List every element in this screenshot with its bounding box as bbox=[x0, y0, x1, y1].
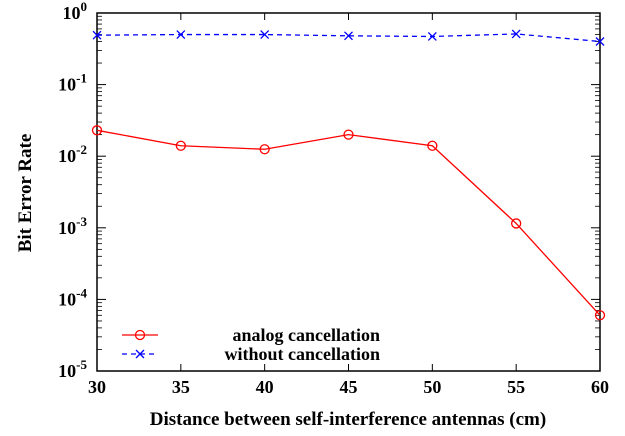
x-tick-labels: 30 35 40 45 50 55 60 bbox=[88, 377, 609, 397]
x-marker bbox=[344, 31, 353, 41]
circle-marker bbox=[511, 218, 522, 229]
circle-marker bbox=[259, 144, 270, 155]
circle-marker bbox=[343, 129, 354, 140]
x-marker bbox=[260, 30, 270, 40]
axis-ticks bbox=[96, 12, 601, 372]
analog-cancellation-line bbox=[96, 129, 601, 316]
x-marker bbox=[427, 32, 437, 41]
y-tick-label: 100 bbox=[63, 0, 88, 23]
x-marker bbox=[595, 37, 605, 46]
circle-marker bbox=[175, 140, 186, 151]
x-tick-label: 35 bbox=[172, 377, 190, 397]
circle-marker bbox=[134, 329, 146, 341]
circle-marker bbox=[427, 140, 438, 151]
legend-label: analog cancellation bbox=[233, 325, 381, 345]
y-tick-labels: 10-5 10-4 10-3 10-2 10-1 100 bbox=[58, 0, 87, 381]
y-tick-label: 10-2 bbox=[58, 142, 87, 166]
x-tick-label: 50 bbox=[423, 377, 441, 397]
y-tick-label: 10-5 bbox=[58, 357, 87, 381]
x-marker bbox=[511, 29, 521, 39]
series-group bbox=[91, 29, 606, 321]
y-tick-label: 10-1 bbox=[58, 71, 87, 95]
circle-marker bbox=[91, 125, 103, 136]
x-marker bbox=[92, 30, 102, 40]
x-tick-label: 55 bbox=[507, 377, 525, 397]
y-axis-title: Bit Error Rate bbox=[15, 134, 36, 253]
x-tick-label: 45 bbox=[340, 377, 358, 397]
legend-label: without cancellation bbox=[225, 344, 381, 364]
circle-marker bbox=[594, 310, 606, 321]
plot-frame bbox=[96, 12, 601, 372]
y-tick-label: 10-4 bbox=[58, 285, 87, 309]
x-tick-label: 40 bbox=[256, 377, 274, 397]
y-tick-label: 10-3 bbox=[58, 214, 87, 238]
x-tick-label: 60 bbox=[591, 377, 609, 397]
x-axis-title: Distance between self-interference anten… bbox=[150, 409, 546, 430]
x-marker bbox=[135, 349, 145, 359]
x-tick-label: 30 bbox=[88, 377, 106, 397]
x-marker bbox=[176, 30, 186, 40]
